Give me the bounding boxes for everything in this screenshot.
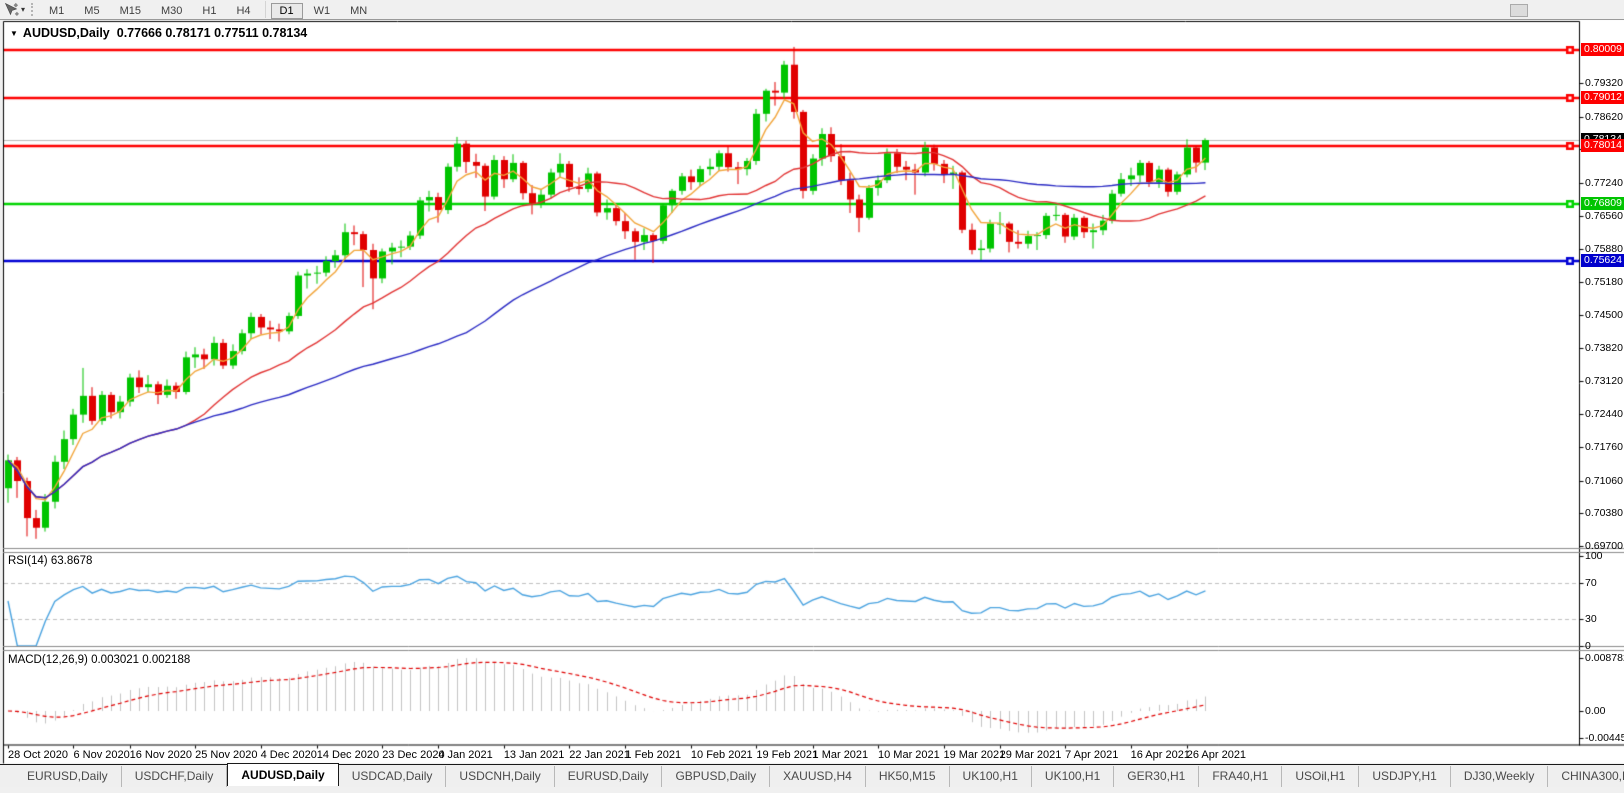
chart-tab-eurusd-daily[interactable]: EURUSD,Daily — [555, 766, 663, 787]
timeframe-button-mn[interactable]: MN — [350, 4, 368, 17]
price-badge: 0.76809 — [1581, 196, 1624, 210]
timeframe-toolbar: ▾ M1 M5 M15 M30 H1 H4 D1 W1 MN — [0, 0, 1624, 20]
price-badge: 0.75624 — [1581, 253, 1624, 267]
rsi-value: 63.8678 — [50, 555, 93, 567]
chart-tab-china300-h1[interactable]: CHINA300,H1 — [1548, 766, 1624, 787]
toolbar-grip-handle[interactable] — [31, 3, 34, 16]
timeframe-button-h4[interactable]: H4 — [236, 4, 251, 17]
timeframe-buttons: M1 M5 M15 M30 H1 H4 D1 W1 MN — [39, 0, 377, 19]
chart-tab-hk50-m15[interactable]: HK50,M15 — [866, 766, 950, 787]
ohlc-close: 0.78134 — [262, 26, 308, 40]
chart-tab-xauusd-h4[interactable]: XAUUSD,H4 — [770, 766, 866, 787]
chart-tab-audusd-daily[interactable]: AUDUSD,Daily — [227, 763, 339, 786]
price-tick-label: 0.76560 — [1585, 209, 1623, 222]
chart-tab-gbpusd-daily[interactable]: GBPUSD,Daily — [662, 766, 771, 787]
chart-tab-eurusd-daily[interactable]: EURUSD,Daily — [14, 766, 122, 787]
price-tick-label: 0.78620 — [1585, 110, 1623, 123]
date-tick-label: 4 Jan 2021 — [438, 749, 493, 761]
macd-indicator-label: MACD(12,26,9) 0.003021 0.002188 — [8, 654, 190, 666]
price-tick-label: 0.71760 — [1585, 440, 1623, 453]
timeframe-button-m30[interactable]: M30 — [160, 4, 183, 17]
price-tick-label: 0.75180 — [1585, 276, 1623, 289]
price-tick-label: 0.73820 — [1585, 341, 1623, 354]
chart-title: ▼ AUDUSD,Daily 0.77666 0.78171 0.77511 0.7… — [10, 26, 307, 40]
timeframe-button-d1[interactable]: D1 — [270, 2, 303, 19]
date-tick-label: 10 Feb 2021 — [690, 749, 753, 761]
rsi-tick-label: 100 — [1585, 550, 1603, 562]
price-badge: 0.80009 — [1581, 42, 1624, 56]
date-tick-label: 28 Oct 2020 — [8, 749, 68, 761]
rsi-name: RSI(14) — [8, 555, 48, 567]
macd-main-value: 0.003021 — [91, 654, 140, 666]
date-tick-label: 19 Feb 2021 — [756, 749, 819, 761]
price-tick-label: 0.79320 — [1585, 77, 1623, 89]
chart-tab-usdchf-daily[interactable]: USDCHF,Daily — [122, 766, 228, 787]
date-tick-label: 26 Apr 2021 — [1186, 749, 1247, 761]
chart-tab-uk100-h1[interactable]: UK100,H1 — [1032, 766, 1115, 787]
rsi-tick-label: 30 — [1585, 613, 1597, 625]
chart-tab-uk100-h1[interactable]: UK100,H1 — [950, 766, 1032, 787]
ohlc-open: 0.77666 — [116, 26, 162, 40]
macd-tick-label: 0.008782 — [1585, 652, 1624, 664]
price-tick-label: 0.75880 — [1585, 242, 1623, 255]
timeframe-button-h1[interactable]: H1 — [202, 4, 217, 17]
rsi-tick-label: 0 — [1585, 640, 1591, 652]
price-tick-label: 0.73120 — [1585, 375, 1623, 388]
ohlc-high: 0.78171 — [165, 26, 211, 40]
price-badge: 0.78014 — [1581, 138, 1624, 152]
price-tick-label: 0.69700 — [1585, 540, 1623, 552]
chart-tab-fra40-h1[interactable]: FRA40,H1 — [1199, 766, 1283, 787]
macd-signal-value: 0.002188 — [142, 654, 191, 666]
date-tick-label: 16 Apr 2021 — [1130, 749, 1190, 761]
cursor-tool-icon[interactable] — [2, 2, 20, 18]
timeframe-button-m1[interactable]: M1 — [49, 4, 65, 17]
chart-tab-ger30-h1[interactable]: GER30,H1 — [1114, 766, 1200, 787]
timeframe-button-m15[interactable]: M15 — [119, 4, 141, 17]
price-tick-label: 0.74500 — [1585, 308, 1623, 321]
chart-symbol: AUDUSD,Daily — [22, 26, 110, 40]
date-tick-label: 6 Nov 2020 — [73, 749, 130, 761]
chart-tabs-bar: EURUSD,Daily USDCHF,Daily AUDUSD,Daily USDC… — [0, 763, 1624, 787]
date-tick-label: 13 Jan 2021 — [503, 749, 565, 761]
statusbar-strip — [0, 787, 1624, 793]
date-tick-label: 25 Nov 2020 — [195, 749, 258, 761]
chart-tab-usdcad-daily[interactable]: USDCAD,Daily — [339, 766, 447, 787]
macd-tick-label: -0.004451 — [1585, 731, 1624, 744]
cursor-tool-dropdown-icon[interactable]: ▾ — [21, 5, 26, 14]
date-tick-label: 1 Mar 2021 — [812, 749, 869, 761]
macd-tick-label: 0.00 — [1585, 705, 1606, 717]
date-tick-label: 16 Nov 2020 — [129, 749, 192, 761]
date-tick-label: 1 Feb 2021 — [625, 749, 682, 761]
chart-title-dropdown-icon[interactable]: ▼ — [10, 29, 18, 38]
chart-tab-dj30-weekly[interactable]: DJ30,Weekly — [1451, 766, 1549, 787]
rsi-indicator-label: RSI(14) 63.8678 — [8, 555, 92, 567]
price-tick-label: 0.70380 — [1585, 507, 1623, 520]
chart-tab-usdjpy-h1[interactable]: USDJPY,H1 — [1359, 766, 1451, 787]
date-tick-label: 4 Dec 2020 — [260, 749, 317, 761]
date-tick-label: 10 Mar 2021 — [878, 749, 940, 761]
price-tick-label: 0.71060 — [1585, 474, 1623, 487]
date-tick-label: 23 Dec 2020 — [382, 749, 445, 761]
price-tick-label: 0.72440 — [1585, 408, 1623, 421]
ohlc-low: 0.77511 — [214, 26, 259, 40]
date-tick-label: 19 Mar 2021 — [943, 749, 1006, 761]
price-badge: 0.79012 — [1581, 90, 1624, 104]
rsi-tick-label: 70 — [1585, 577, 1597, 589]
timeframe-button-m5[interactable]: M5 — [84, 4, 100, 17]
price-tick-label: 0.77240 — [1585, 177, 1623, 190]
toolbar-misc-icon[interactable] — [1510, 4, 1528, 17]
date-tick-label: 22 Jan 2021 — [569, 749, 630, 761]
macd-name: MACD(12,26,9) — [8, 654, 88, 666]
date-tick-label: 7 Apr 2021 — [1065, 749, 1119, 761]
date-tick-label: 29 Mar 2021 — [999, 749, 1062, 761]
date-tick-label: 14 Dec 2020 — [316, 749, 380, 761]
chart-tab-usoil-h1[interactable]: USOil,H1 — [1282, 766, 1360, 787]
timeframe-button-w1[interactable]: W1 — [313, 4, 331, 17]
toolbar-divider — [264, 0, 266, 18]
chart-tab-usdcnh-daily[interactable]: USDCNH,Daily — [446, 766, 555, 787]
